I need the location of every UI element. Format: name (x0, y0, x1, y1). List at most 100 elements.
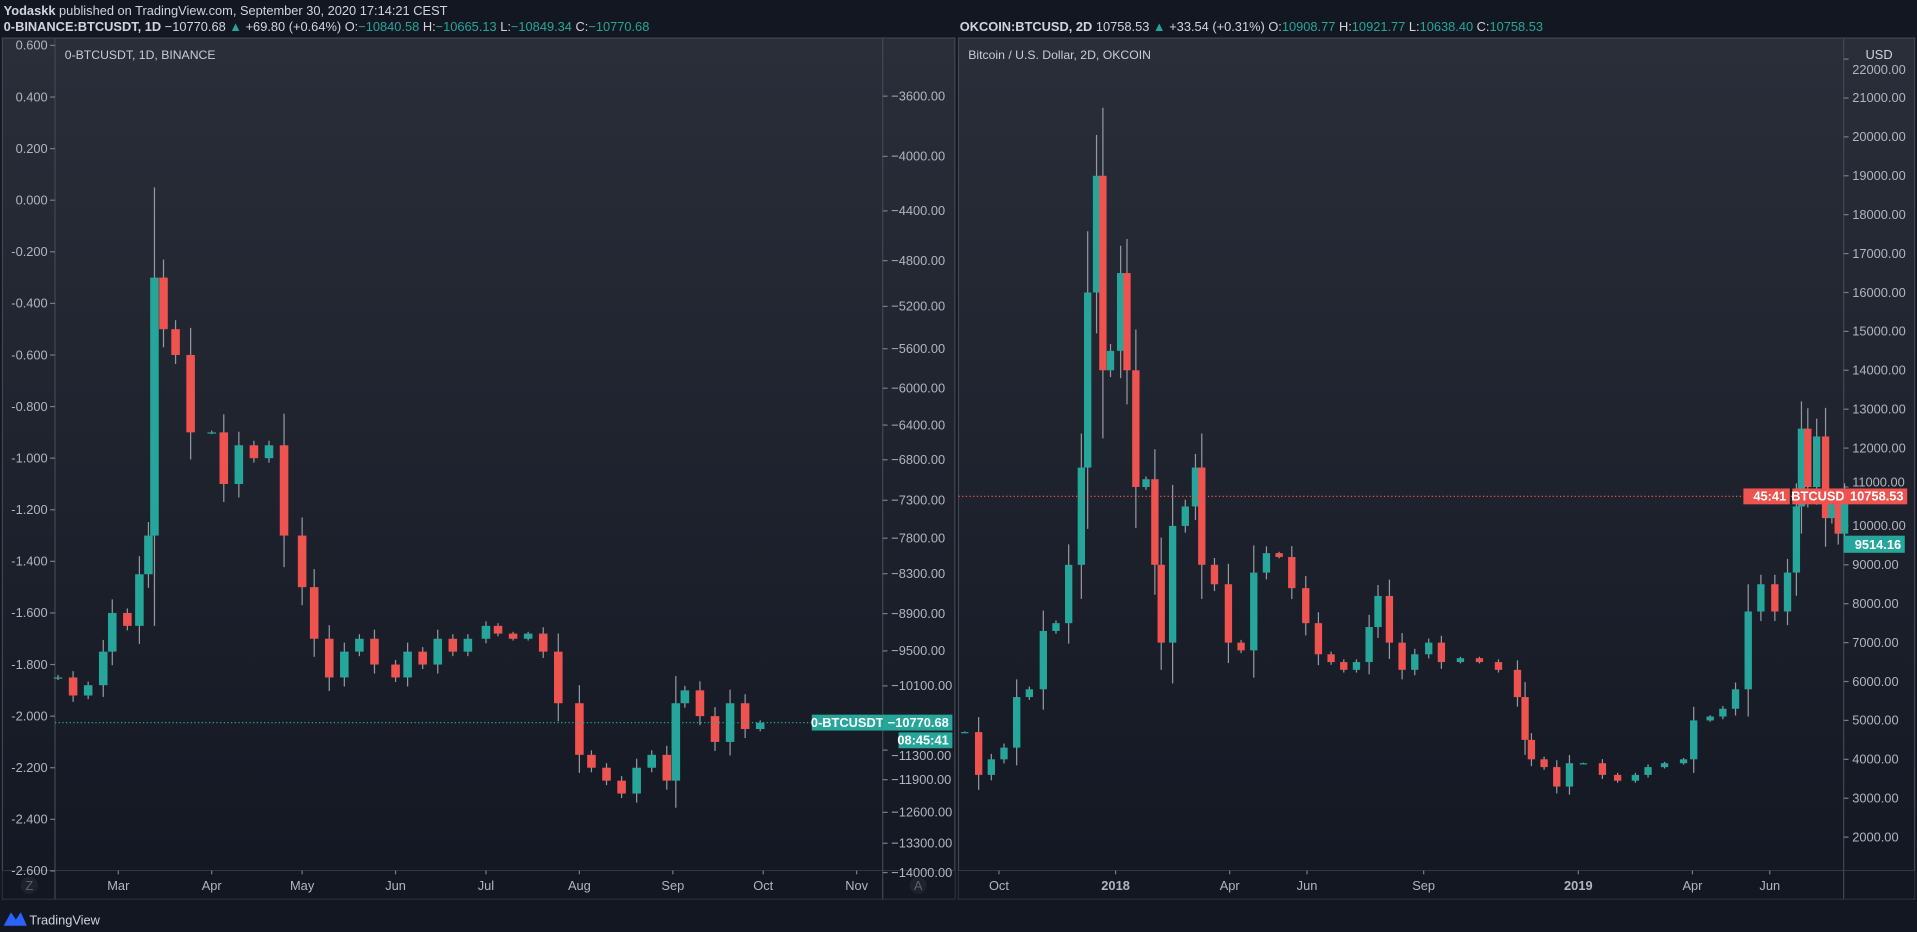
candle-down (68, 677, 78, 696)
low-value: 10638.40 (1420, 19, 1474, 34)
candle-down (575, 703, 584, 755)
up-arrow-icon: ▲ (1149, 19, 1165, 34)
candle-down (1834, 502, 1842, 534)
up-arrow-icon: ▲ (226, 19, 242, 34)
candle-down (538, 633, 548, 652)
candle-down (1821, 436, 1830, 519)
tick-label: 6000.00 (1852, 674, 1898, 689)
tick-label: −7800.00 (891, 530, 945, 545)
candle-up (463, 638, 473, 652)
high-value: −10665.13 (436, 19, 497, 34)
price-tag-value: −10770.68 (888, 715, 949, 730)
tick-label: −5200.00 (891, 299, 945, 314)
tick-label: -0.400 (11, 296, 47, 311)
author-name[interactable]: Yodaskk (4, 3, 57, 18)
tick-label: −7300.00 (891, 493, 945, 508)
candle-down (1437, 642, 1446, 663)
candle-up (1064, 564, 1073, 624)
tick-label: −8300.00 (891, 566, 945, 581)
tick-label: -1.200 (11, 502, 47, 517)
auto-scale-button[interactable] (909, 876, 927, 894)
candle-up (1374, 595, 1382, 628)
open-label: O: (341, 19, 358, 34)
candle-up (1631, 774, 1640, 781)
candle-down (587, 754, 596, 768)
candle-up (1565, 763, 1574, 787)
candle-down (1327, 654, 1335, 663)
tick-label: -1.600 (11, 605, 47, 620)
tick-label: −8900.00 (891, 606, 945, 621)
tick-label: Oct (989, 878, 1009, 893)
tick-label: 10000.00 (1852, 518, 1906, 533)
tick-label: 3000.00 (1852, 791, 1898, 806)
candle-up (1262, 553, 1271, 573)
right-chart-panel[interactable]: Bitcoin / U.S. Dollar, 2D, OKCOIN 22000.… (957, 37, 1916, 900)
candle-up (1039, 630, 1047, 690)
tick-label: Jun (1759, 878, 1780, 893)
candle-up (150, 277, 159, 536)
open-value: 10908.77 (1282, 19, 1336, 34)
candle-down (159, 277, 168, 330)
candle-up (433, 638, 443, 665)
candle-up (1092, 175, 1101, 293)
candle-down (602, 767, 611, 781)
candle-up (1084, 292, 1092, 468)
candle-up (647, 754, 656, 768)
candle-up (1013, 697, 1021, 748)
candle-down (1340, 662, 1348, 670)
candle-down (1494, 662, 1503, 670)
zoom-button[interactable] (20, 876, 38, 894)
candle-up (1191, 467, 1200, 507)
right-price-axis[interactable]: −3600.00 −4000.00 −4400.00 −4800.00 −5200.00… (882, 88, 953, 880)
tick-label: 17000.00 (1852, 246, 1906, 261)
currency-badge[interactable] (1863, 45, 1895, 63)
candle-up (523, 633, 533, 639)
tradingview-logo[interactable]: TradingView (3, 912, 101, 927)
candle-up (1250, 572, 1258, 651)
candle-down (1237, 642, 1245, 651)
candle-up (1077, 467, 1086, 565)
candle-down (554, 651, 563, 704)
secondary-price-tag (1843, 535, 1905, 553)
candle-up (1840, 496, 1849, 534)
chart-legend: 0-BTCUSDT, 1D, BINANCE (65, 48, 216, 62)
close-label: C: (572, 19, 588, 34)
candle-up (1660, 763, 1669, 768)
tick-label: -0.200 (11, 244, 47, 259)
candle-down (1527, 739, 1536, 760)
left-chart-panel[interactable]: 0-BTCUSDT, 1D, BINANCE 0.6000.4000.2000.… (1, 37, 956, 900)
tick-label: −10100.00 (891, 678, 952, 693)
price-axis[interactable]: 22000.00 21000.00 20000.00 19000.00 18000.00… (1843, 58, 1906, 844)
tick-label: −11300.00 (891, 748, 951, 763)
tick-label: 21000.00 (1852, 90, 1906, 105)
candle-down (493, 625, 503, 634)
tick-label: 14000.00 (1852, 363, 1906, 378)
tick-label: 9000.00 (1852, 557, 1898, 572)
tick-label: −3600.00 (891, 88, 945, 103)
close-value: −10770.68 (588, 19, 649, 34)
candle-down (1288, 557, 1296, 589)
left-value-axis[interactable]: 0.600 0.400 0.200 0.000 -0.200 -0.400 -0.600 -0… (11, 38, 56, 878)
tick-label: 2018 (1101, 878, 1130, 893)
low-label: L: (1405, 19, 1419, 34)
tick-label: -1.400 (11, 554, 47, 569)
candle-down (1553, 767, 1561, 787)
tick-label: 8000.00 (1852, 596, 1898, 611)
candle-up (1352, 662, 1361, 670)
tick-label: -0.800 (11, 399, 47, 414)
last-price: −10770.68 (161, 19, 226, 34)
candle-down (249, 445, 259, 459)
candle-down (297, 535, 307, 588)
tick-label: 4000.00 (1852, 752, 1898, 767)
tick-label: 7000.00 (1852, 635, 1898, 650)
candle-down (508, 633, 518, 639)
time-axis[interactable]: Oct 2018 Apr Jun Sep 2019 Apr Jun (989, 870, 1780, 894)
tick-label: 0.600 (16, 38, 48, 53)
candle-up (481, 625, 491, 639)
candle-up (1106, 350, 1115, 371)
candle-down (279, 445, 289, 536)
tick-label: Jun (385, 878, 406, 893)
candle-up (83, 685, 93, 696)
time-axis[interactable]: Mar Apr May Jun Jul Aug Sep Oct Nov (107, 870, 869, 894)
